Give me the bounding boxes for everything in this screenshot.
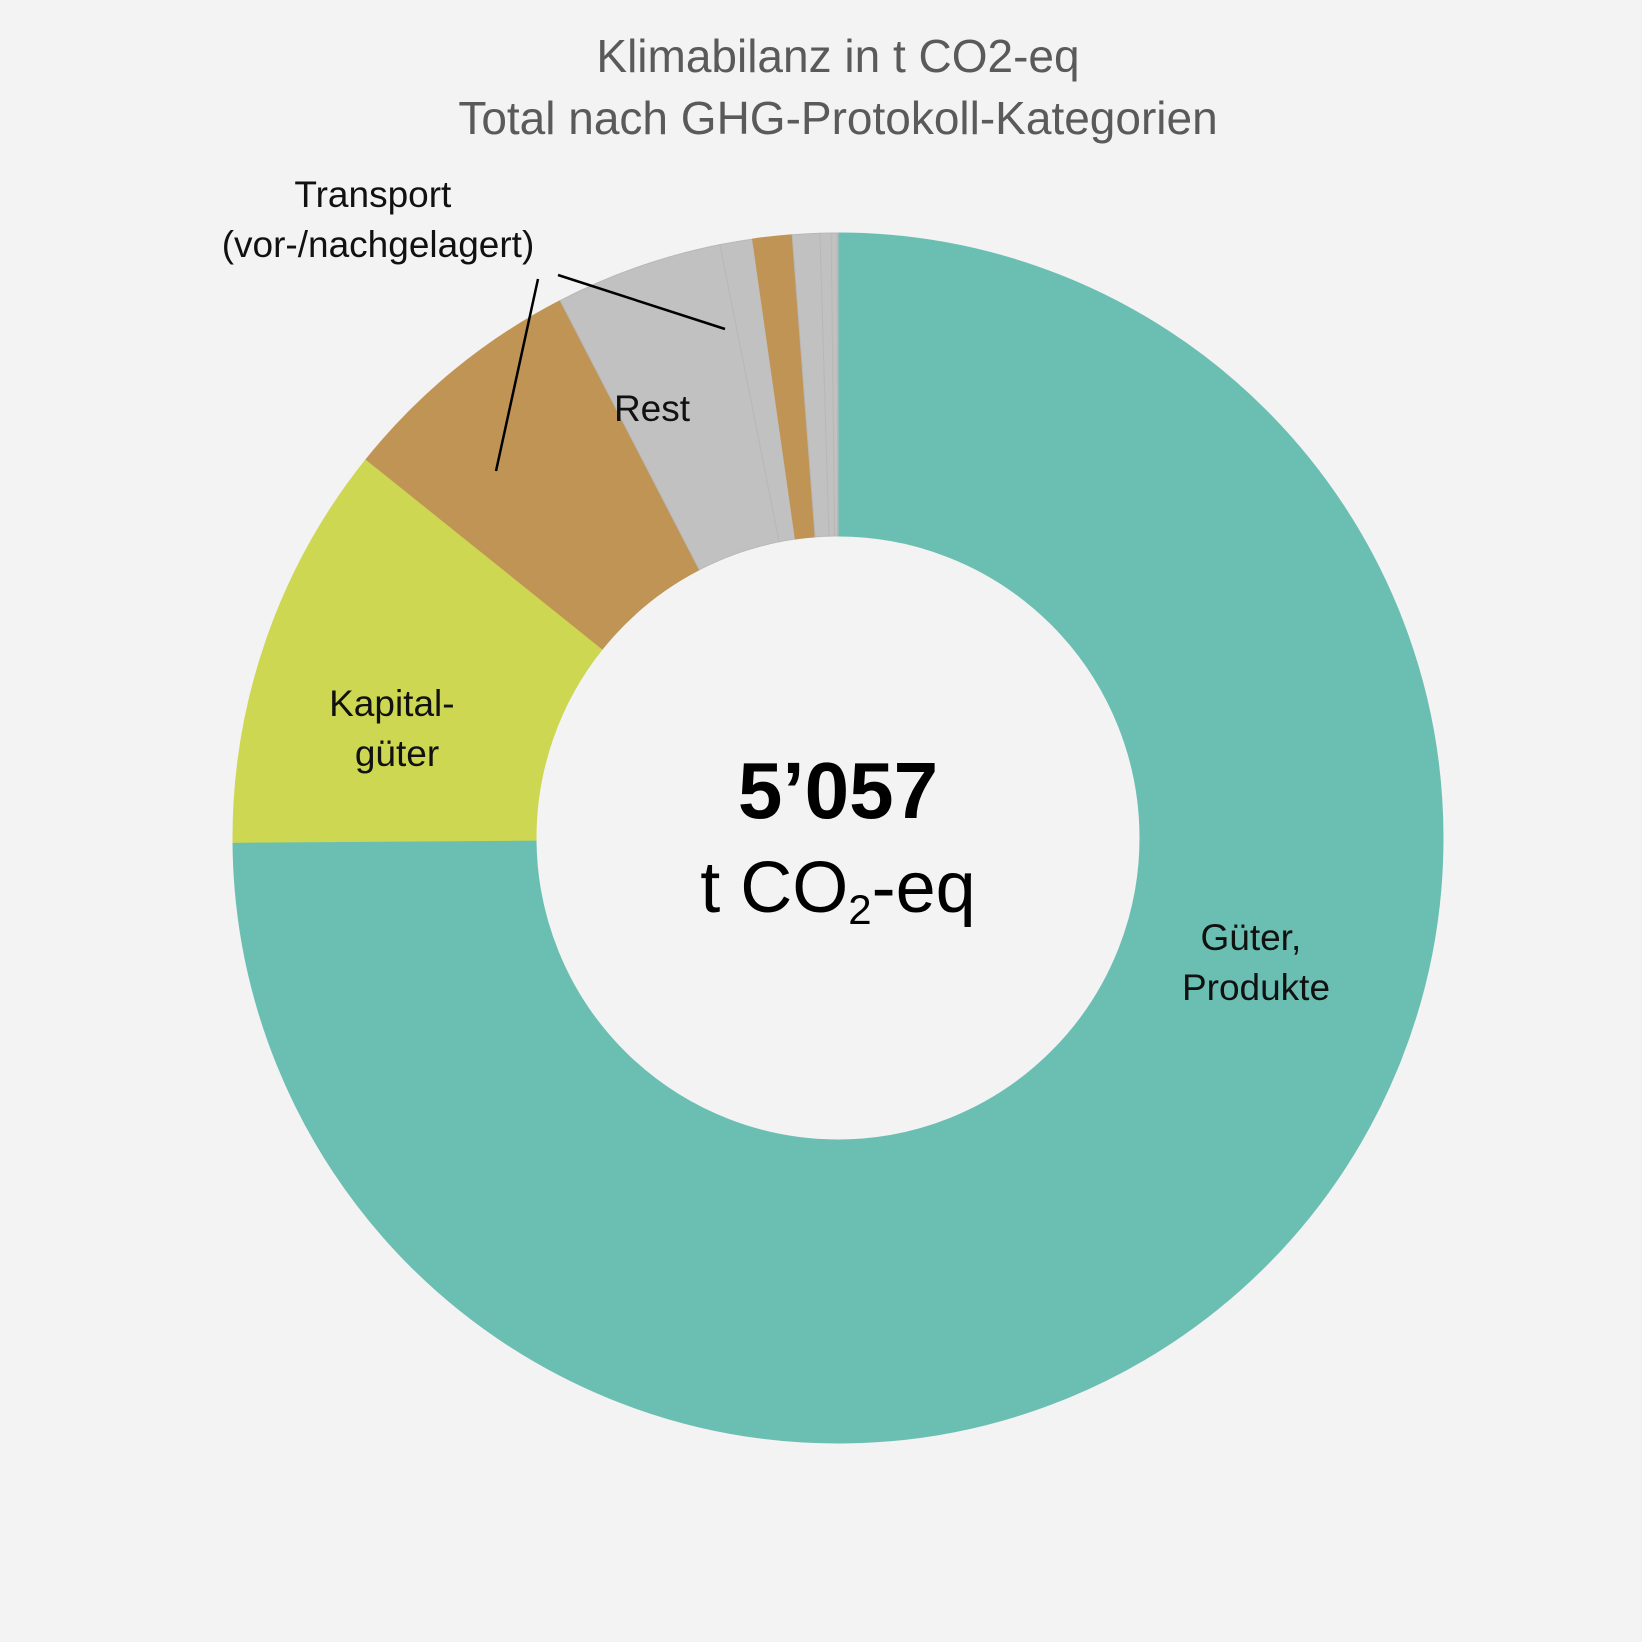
label-kapitalgueter: Kapital- güter [329,683,465,774]
center-total-unit: t CO2-eq [700,848,975,933]
slice-0 [232,232,1444,1444]
leader-line-transport-right [557,273,726,331]
label-transport: Transport (vor-/nachgelagert) [222,174,535,265]
leader-line-transport-left [494,278,540,472]
chart-title: Klimabilanz in t CO2-eq [596,30,1079,82]
label-rest: Rest [614,388,691,429]
label-transport-line2: (vor-/nachgelagert) [222,224,535,265]
slice-1 [232,458,604,843]
center-unit-prefix: t CO [700,848,848,928]
center-unit-suffix: -eq [872,848,976,928]
center-unit-subscript: 2 [848,886,871,933]
label-gueter-line2: Produkte [1182,967,1330,1008]
label-kapital-line2: güter [355,733,439,774]
slice-group [232,232,1444,1444]
chart-subtitle: Total nach GHG-Protokoll-Kategorien [458,92,1217,144]
slice-9 [836,232,839,537]
label-transport-line1: Transport [294,174,452,215]
center-total-value: 5’057 [738,746,938,835]
label-gueter-line1: Güter, [1200,917,1301,958]
label-kapital-line1: Kapital- [329,683,454,724]
label-gueter-produkte: Güter, Produkte [1182,917,1330,1008]
